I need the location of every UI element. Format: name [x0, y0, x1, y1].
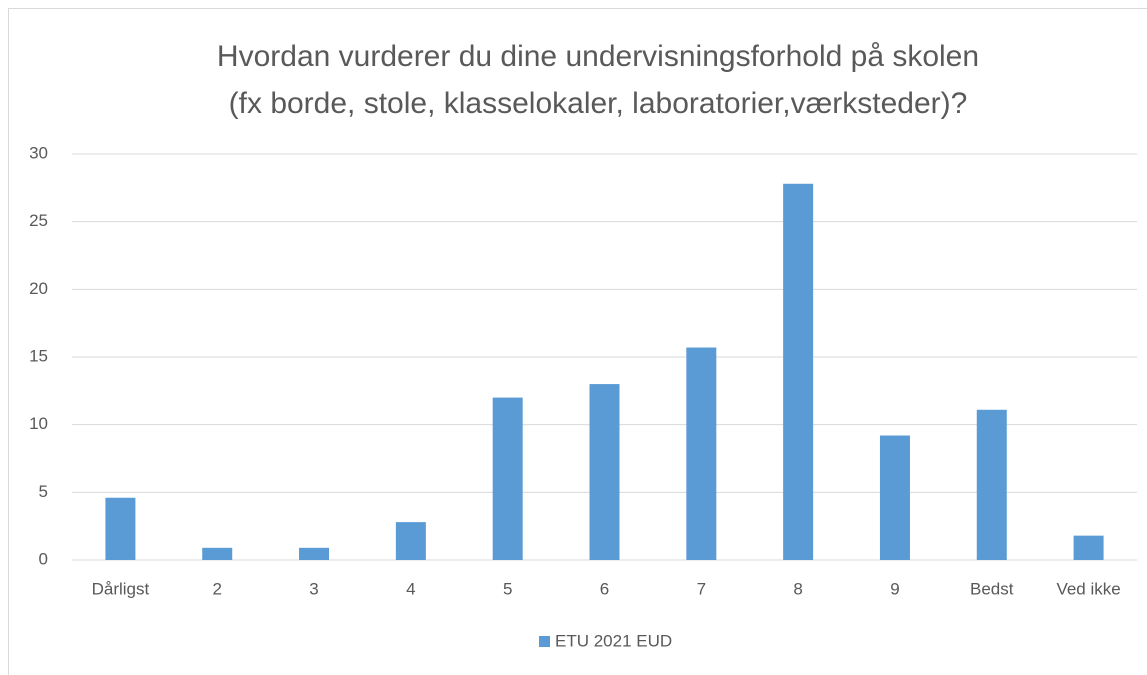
x-tick-label: 3 [309, 579, 318, 598]
x-tick-label: 9 [890, 579, 899, 598]
x-tick-label: 8 [793, 579, 802, 598]
bar [976, 409, 1007, 560]
bar [299, 547, 330, 560]
x-tick-label: Dårligst [92, 579, 150, 598]
y-tick-label: 10 [29, 414, 48, 433]
bar [105, 497, 136, 560]
x-tick-label: Ved ikke [1056, 579, 1120, 598]
bar [202, 547, 233, 560]
bar [492, 397, 523, 560]
x-tick-label: 6 [600, 579, 609, 598]
chart-border [8, 8, 1147, 675]
chart-title: Hvordan vurderer du dine undervisningsfo… [217, 40, 979, 73]
bar [783, 183, 814, 561]
y-tick-label: 5 [39, 482, 48, 501]
bar [395, 522, 426, 560]
x-tick-label: 7 [697, 579, 706, 598]
bar [686, 347, 717, 560]
bar [589, 384, 620, 560]
y-tick-label: 30 [29, 143, 48, 162]
chart-title: (fx borde, stole, klasselokaler, laborat… [229, 87, 968, 120]
y-tick-label: 25 [29, 211, 48, 230]
x-tick-label: 2 [212, 579, 221, 598]
x-tick-label: Bedst [970, 579, 1014, 598]
y-tick-label: 0 [39, 549, 48, 568]
bar [879, 435, 910, 560]
bar [1073, 535, 1104, 560]
x-tick-label: 5 [503, 579, 512, 598]
x-tick-label: 4 [406, 579, 415, 598]
y-tick-label: 20 [29, 279, 48, 298]
y-tick-label: 15 [29, 346, 48, 365]
legend-label: ETU 2021 EUD [555, 631, 672, 650]
legend-swatch [539, 636, 550, 647]
